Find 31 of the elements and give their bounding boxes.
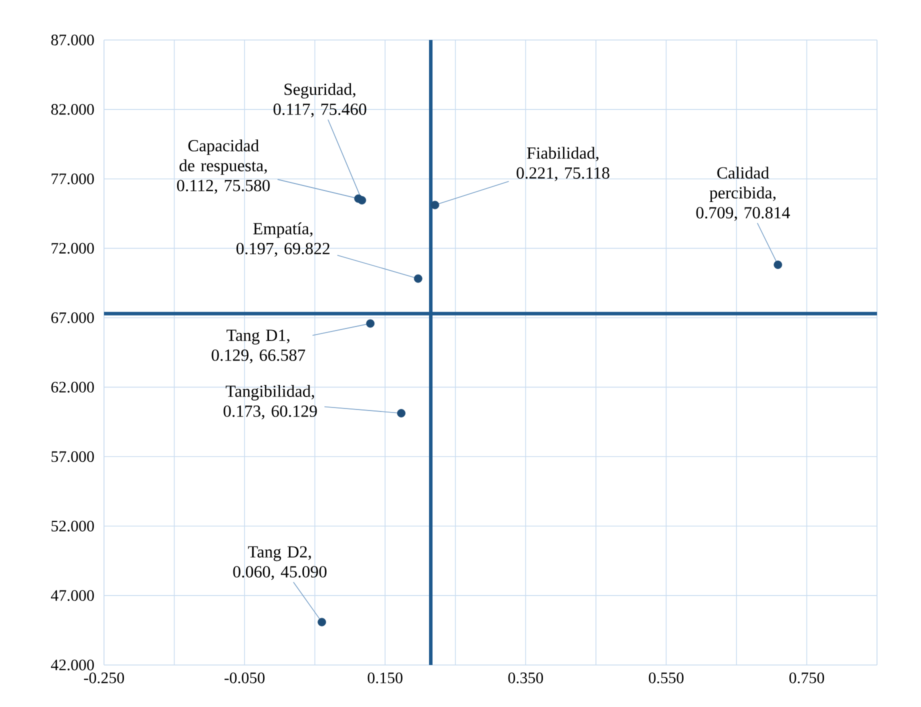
y-tick-label: 72.000 — [52, 242, 94, 254]
y-tick-label: 47.000 — [50, 590, 94, 601]
point — [430, 200, 440, 210]
point — [318, 618, 326, 626]
annotation: Fiabilidad, 0.221, 75.118 — [516, 146, 610, 182]
annotation: Empatía, 0.197, 69.822 — [236, 222, 330, 257]
y-tick-label: 52.000 — [52, 520, 94, 532]
annotation: Tang D1, 0.129, 66.587 — [212, 330, 306, 364]
x-tick-label: 0.350 — [508, 672, 543, 684]
point — [366, 319, 375, 328]
x-tick-label: 0.550 — [648, 672, 684, 684]
x-tick-label: 0.150 — [368, 672, 402, 684]
y-tick-label: 42.000 — [50, 660, 94, 670]
point — [414, 274, 422, 283]
annotation: Calidad percibida, 0.709, 70.814 — [696, 166, 790, 221]
annotation: Tang D2, 0.060, 45.090 — [233, 546, 326, 580]
y-tick-label: 77.000 — [52, 173, 94, 184]
annotation: Seguridad, 0.117, 75.460 — [274, 83, 366, 118]
y-tick-label: 57.000 — [52, 451, 94, 462]
y-tick-label: 82.000 — [51, 104, 94, 115]
y-tick-label: 62.000 — [51, 382, 94, 393]
y-tick-label: 67.000 — [51, 312, 94, 324]
annotation: Capacidad de respuesta, 0.112, 75.580 — [177, 139, 270, 194]
x-tick-label: -0.050 — [224, 672, 265, 684]
point — [397, 408, 406, 418]
point — [354, 194, 363, 203]
point — [774, 260, 782, 269]
x-tick-label: 0.750 — [789, 672, 824, 684]
annotation: Tangibilidad, 0.173, 60.129 — [224, 385, 317, 420]
x-tick-label: -0.250 — [84, 672, 124, 684]
y-tick-label: 87.000 — [51, 34, 94, 46]
